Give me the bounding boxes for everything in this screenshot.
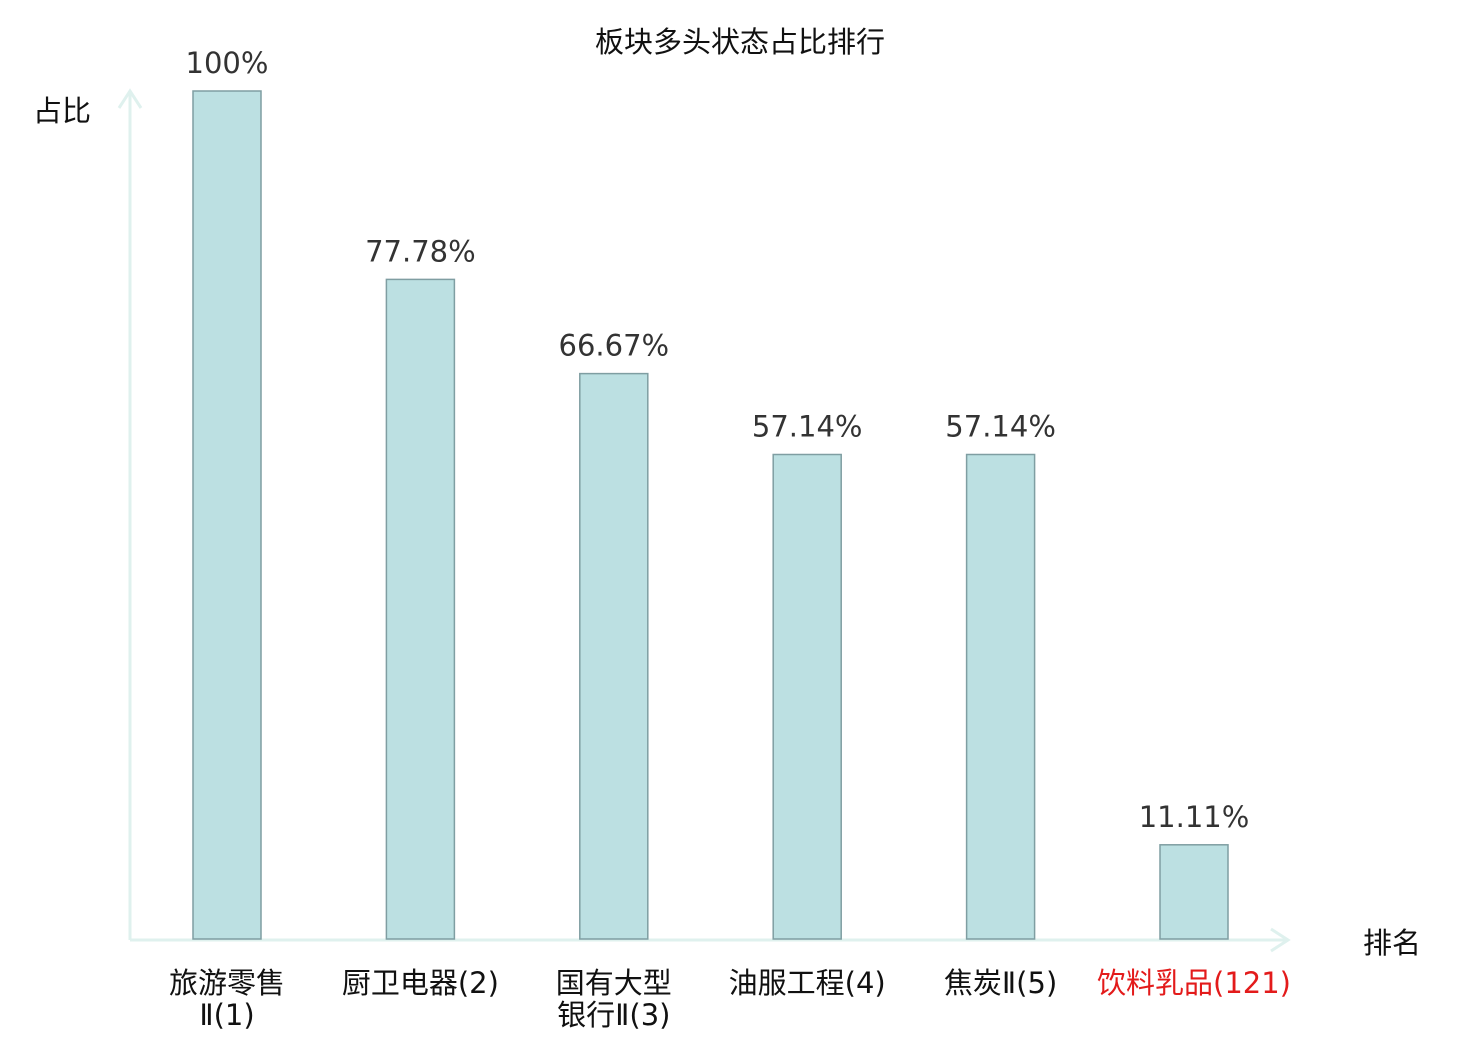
category-label-line: 银行Ⅱ(3): [557, 998, 670, 1032]
y-axis-label: 占比: [33, 94, 91, 128]
x-axis-arrow-icon: [1270, 927, 1291, 953]
bar-value-label-4: 57.14%: [752, 410, 863, 444]
bar-4: [772, 453, 842, 940]
category-label-1: 旅游零售 Ⅱ(1): [169, 966, 285, 1032]
chart-title: 板块多头状态占比排行: [595, 25, 885, 59]
bar-6: [1159, 844, 1229, 940]
x-axis-label: 排名: [1363, 926, 1421, 960]
category-label-line: 油服工程(4): [729, 966, 886, 1000]
y-axis-arrow-icon: [117, 88, 143, 109]
bar-value-label-3: 66.67%: [559, 329, 670, 363]
category-label-5: 焦炭Ⅱ(5): [944, 966, 1057, 1000]
category-label-6: 饮料乳品(121): [1097, 966, 1291, 1000]
category-label-line: 国有大型: [556, 966, 672, 1000]
category-label-3: 国有大型银行Ⅱ(3): [556, 966, 672, 1032]
bar-value-label-5: 57.14%: [945, 410, 1056, 444]
bars-group: [192, 90, 1229, 940]
bar-value-label-2: 77.78%: [365, 234, 476, 268]
bar-3: [579, 372, 649, 940]
category-label-2: 厨卫电器(2): [342, 966, 499, 1000]
bar-value-label-1: 100%: [186, 46, 269, 80]
category-label-line: Ⅱ(1): [199, 998, 254, 1032]
category-labels-group: 旅游零售 Ⅱ(1) 厨卫电器(2) 国有大型银行Ⅱ(3) 油服工程(4) 焦炭Ⅱ(5) 饮料…: [169, 966, 1291, 1032]
bar-1: [192, 90, 262, 940]
bar-value-label-6: 11.11%: [1139, 800, 1250, 834]
category-label-line: 旅游零售: [169, 966, 285, 1000]
axes: [117, 88, 1291, 953]
category-label-line: 厨卫电器(2): [342, 966, 499, 1000]
category-label-line: 饮料乳品(121): [1097, 966, 1291, 1000]
category-label-line: 焦炭Ⅱ(5): [944, 966, 1057, 1000]
category-label-4: 油服工程(4): [729, 966, 886, 1000]
value-labels-group: 100% 77.78% 66.67% 57.14% 57.14% 11.11%: [186, 46, 1250, 834]
bar-2: [385, 278, 456, 940]
bar-5: [965, 453, 1036, 940]
